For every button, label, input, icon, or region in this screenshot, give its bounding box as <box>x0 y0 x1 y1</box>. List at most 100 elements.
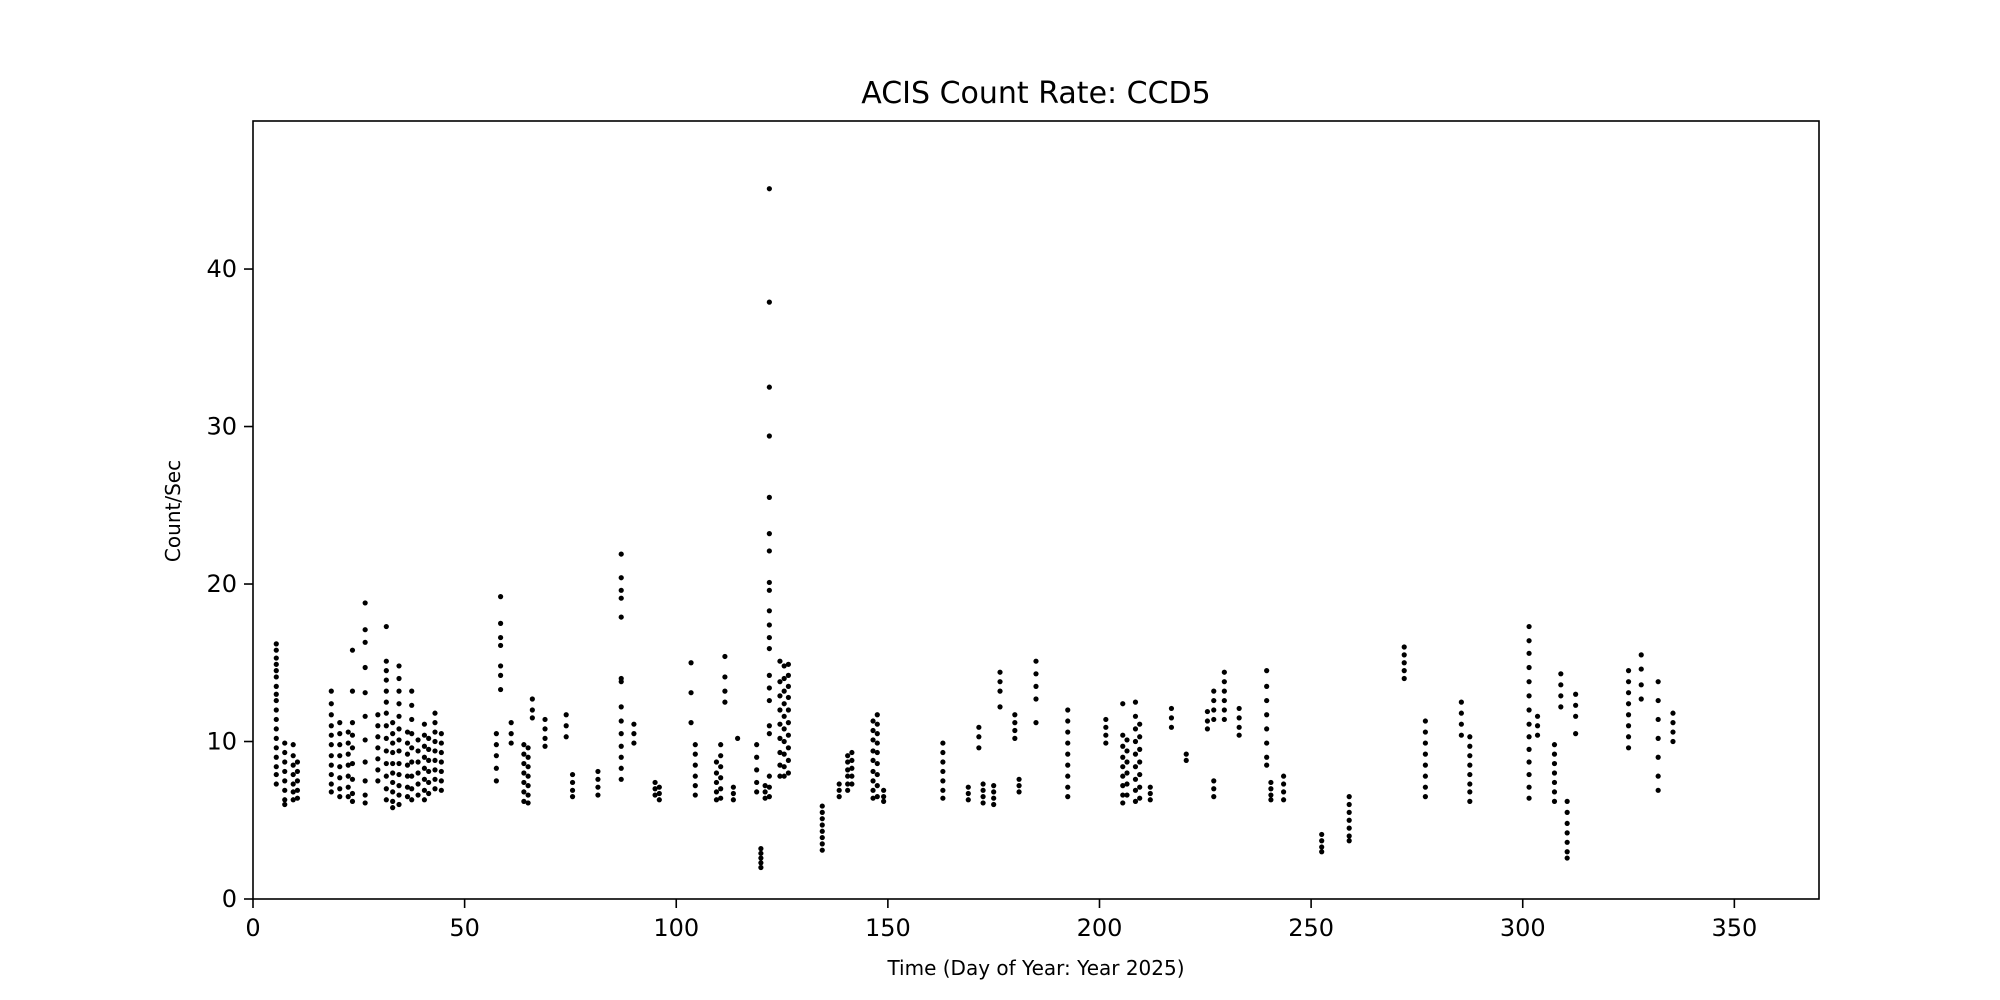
y-tick-label: 40 <box>206 255 237 283</box>
data-point <box>656 784 662 790</box>
data-point <box>618 595 624 601</box>
data-point <box>432 729 438 735</box>
data-point <box>618 551 624 557</box>
data-point <box>542 743 548 749</box>
data-point <box>785 707 792 713</box>
data-point <box>1526 623 1532 630</box>
data-point <box>349 732 356 738</box>
data-point <box>881 798 887 804</box>
data-point <box>337 764 343 770</box>
data-point <box>493 753 499 759</box>
data-point <box>1103 724 1109 730</box>
data-point <box>1065 707 1071 713</box>
data-point <box>521 770 527 776</box>
data-point <box>421 797 428 803</box>
data-point <box>421 787 428 793</box>
data-point <box>1211 688 1217 694</box>
data-point <box>1268 797 1274 803</box>
data-point <box>618 587 624 593</box>
data-point <box>870 737 876 743</box>
data-point <box>396 713 402 719</box>
data-point <box>493 778 499 784</box>
data-point <box>618 575 624 581</box>
data-point <box>1467 771 1473 778</box>
data-point <box>845 753 851 759</box>
data-point <box>337 731 343 737</box>
data-point <box>874 740 880 746</box>
data-point <box>1655 787 1661 793</box>
data-point <box>1033 683 1039 689</box>
data-point <box>525 783 531 789</box>
data-point <box>497 594 504 600</box>
data-point <box>282 787 288 793</box>
data-point <box>1221 679 1227 685</box>
data-point <box>1526 746 1532 752</box>
data-point <box>409 745 415 751</box>
data-point <box>328 742 334 748</box>
data-point <box>1120 732 1126 738</box>
data-point <box>415 792 421 798</box>
data-point <box>874 712 880 718</box>
data-point <box>766 784 772 790</box>
data-point <box>1526 638 1532 644</box>
data-point <box>404 729 411 735</box>
data-point <box>497 634 504 641</box>
data-point <box>781 726 787 732</box>
data-point <box>777 679 783 685</box>
data-point <box>421 732 428 738</box>
data-point <box>940 795 946 801</box>
data-point <box>997 679 1003 685</box>
data-point <box>525 773 531 779</box>
data-point <box>508 720 514 726</box>
data-point <box>409 731 415 737</box>
data-point <box>1655 773 1661 779</box>
data-point <box>991 789 997 795</box>
data-point <box>730 784 736 790</box>
data-point <box>525 754 531 760</box>
data-point <box>432 748 438 754</box>
data-point <box>1534 732 1541 738</box>
data-point <box>383 668 389 674</box>
data-point <box>282 749 288 756</box>
data-point <box>396 801 402 808</box>
data-point <box>1147 784 1153 790</box>
data-point <box>497 663 504 669</box>
data-point <box>290 771 296 778</box>
data-point <box>1183 757 1189 764</box>
data-point <box>1264 712 1270 718</box>
data-point <box>777 721 783 727</box>
data-point <box>718 764 724 770</box>
data-point <box>432 786 438 792</box>
data-point <box>273 745 279 751</box>
data-point <box>529 696 535 702</box>
data-point <box>1655 735 1661 741</box>
data-point <box>438 740 444 746</box>
data-point <box>1625 679 1632 685</box>
data-point <box>1065 784 1071 790</box>
data-point <box>1467 789 1473 795</box>
data-point <box>980 781 986 787</box>
data-point <box>1346 817 1352 823</box>
data-point <box>349 790 356 797</box>
data-point <box>785 694 792 701</box>
data-point <box>1132 798 1139 804</box>
data-point <box>396 783 402 789</box>
data-point <box>383 710 389 716</box>
data-point <box>1558 682 1564 688</box>
data-point <box>997 704 1003 710</box>
data-point <box>415 748 421 754</box>
data-point <box>652 786 658 792</box>
data-point <box>1268 779 1274 786</box>
data-point <box>618 743 624 749</box>
data-point <box>766 697 772 704</box>
data-point <box>1137 734 1143 740</box>
data-point <box>766 645 772 652</box>
data-point <box>1670 710 1676 716</box>
data-point <box>426 779 432 786</box>
data-point <box>1012 712 1018 718</box>
data-point <box>1551 742 1558 748</box>
data-point <box>1458 710 1464 716</box>
data-point <box>777 658 783 664</box>
data-point <box>595 784 601 790</box>
data-point <box>1016 783 1022 789</box>
